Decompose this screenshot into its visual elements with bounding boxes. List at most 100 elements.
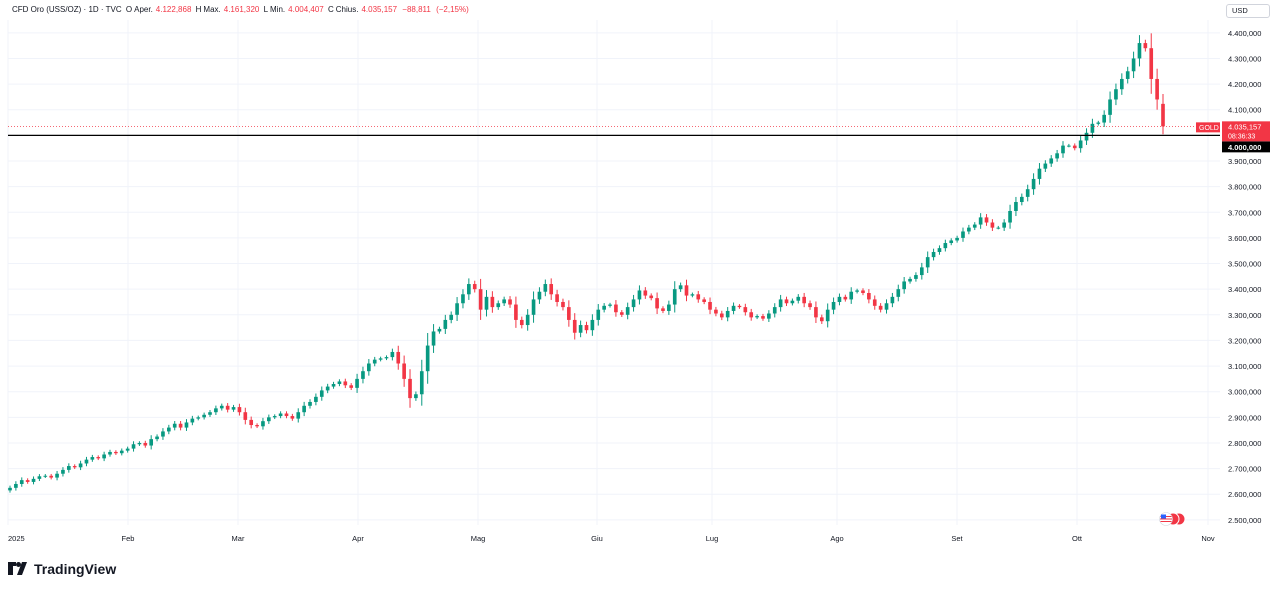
candle: [1131, 51, 1136, 79]
candle-body: [1090, 123, 1095, 133]
symbol-legend[interactable]: CFD Oro (USS/OZ) · 1D · TVC O Aper. 4.122,…: [12, 5, 471, 14]
y-tick-label: 2.500,000: [1228, 516, 1261, 525]
candle-body: [572, 319, 577, 333]
candle-body: [961, 231, 965, 238]
y-tick-label: 3.000,000: [1228, 388, 1261, 397]
candle: [1067, 143, 1071, 148]
candle: [19, 477, 24, 487]
symbol-name[interactable]: CFD Oro (USS/OZ) · 1D · TVC: [12, 5, 122, 14]
open-text: Aper.: [134, 5, 153, 14]
candle: [708, 297, 712, 315]
candle: [225, 403, 230, 413]
candle-body: [825, 309, 830, 322]
candle: [596, 304, 601, 326]
candle-body: [402, 363, 406, 379]
candle-body: [743, 307, 748, 313]
candle: [755, 314, 759, 320]
candle-body: [119, 450, 124, 454]
tradingview-logo[interactable]: TradingView: [8, 561, 116, 577]
candle-body: [131, 444, 136, 449]
candle: [984, 214, 989, 226]
candle-body: [455, 303, 459, 315]
candle: [1084, 128, 1089, 145]
candle: [67, 463, 71, 473]
candle: [1008, 204, 1012, 229]
candle-body: [361, 371, 365, 379]
candle-body: [643, 290, 648, 296]
candle-body: [267, 417, 271, 422]
candle: [802, 292, 806, 308]
candle: [643, 287, 648, 299]
candle-body: [949, 240, 954, 244]
y-tick-label: 3.700,000: [1228, 208, 1261, 217]
candle-body: [443, 319, 448, 329]
candle-body: [802, 296, 806, 304]
y-tick-label: 2.700,000: [1228, 465, 1261, 474]
close-label: C: [327, 5, 334, 14]
candle: [396, 345, 401, 370]
candle-body: [408, 378, 412, 399]
candle: [384, 355, 389, 361]
candle: [955, 235, 959, 243]
candle-body: [649, 295, 654, 299]
candle-body: [678, 285, 683, 290]
candle: [449, 311, 454, 324]
x-tick-label: Mar: [232, 534, 245, 543]
candle: [725, 307, 730, 322]
candle: [1014, 196, 1018, 217]
y-tick-label: 4.400,000: [1228, 29, 1261, 38]
change-percent: (−2,15%): [436, 5, 469, 14]
candle-body: [190, 418, 195, 423]
candle: [884, 299, 889, 314]
candle-body: [1143, 43, 1148, 49]
candle-body: [584, 325, 589, 331]
candle-body: [349, 385, 354, 388]
candle-body: [808, 303, 812, 308]
candle-body: [537, 291, 542, 300]
candle: [672, 281, 677, 313]
candle-body: [378, 358, 383, 360]
candle: [37, 474, 42, 482]
us-flag-icon[interactable]: [1157, 512, 1187, 531]
candle: [919, 262, 924, 280]
candle: [402, 355, 406, 387]
candle-body: [596, 309, 601, 320]
high-label: H: [195, 5, 202, 14]
candle: [519, 316, 524, 329]
candle-body: [167, 427, 171, 432]
candle-body: [696, 294, 701, 300]
candle: [1143, 39, 1148, 52]
candle-body: [78, 463, 83, 468]
candle: [96, 455, 101, 461]
candle: [843, 294, 848, 302]
candle-body: [531, 299, 536, 315]
candle-body: [1078, 140, 1083, 149]
candle-body: [43, 475, 48, 477]
candle: [131, 441, 136, 452]
candle-body: [925, 257, 930, 268]
candle: [937, 245, 942, 255]
candle-body: [431, 331, 436, 346]
open-label: O: [125, 5, 133, 14]
candle-body: [114, 451, 118, 454]
currency-button[interactable]: USD: [1226, 4, 1270, 18]
candle-body: [843, 296, 848, 300]
x-tick-label: Mag: [471, 534, 486, 543]
x-tick-label: Set: [951, 534, 963, 543]
candle-body: [37, 476, 42, 479]
candle-body: [702, 299, 706, 302]
candle-body: [237, 407, 242, 413]
candle-body: [772, 307, 777, 314]
candle: [796, 294, 801, 304]
candle-body: [625, 307, 630, 315]
candle: [819, 314, 824, 324]
candle-body: [972, 224, 977, 228]
candle: [931, 248, 936, 261]
candle-body: [472, 284, 477, 290]
candle-body: [967, 227, 971, 232]
candle: [914, 272, 918, 282]
x-tick-label: Ago: [830, 534, 843, 543]
candle-body: [172, 423, 177, 428]
